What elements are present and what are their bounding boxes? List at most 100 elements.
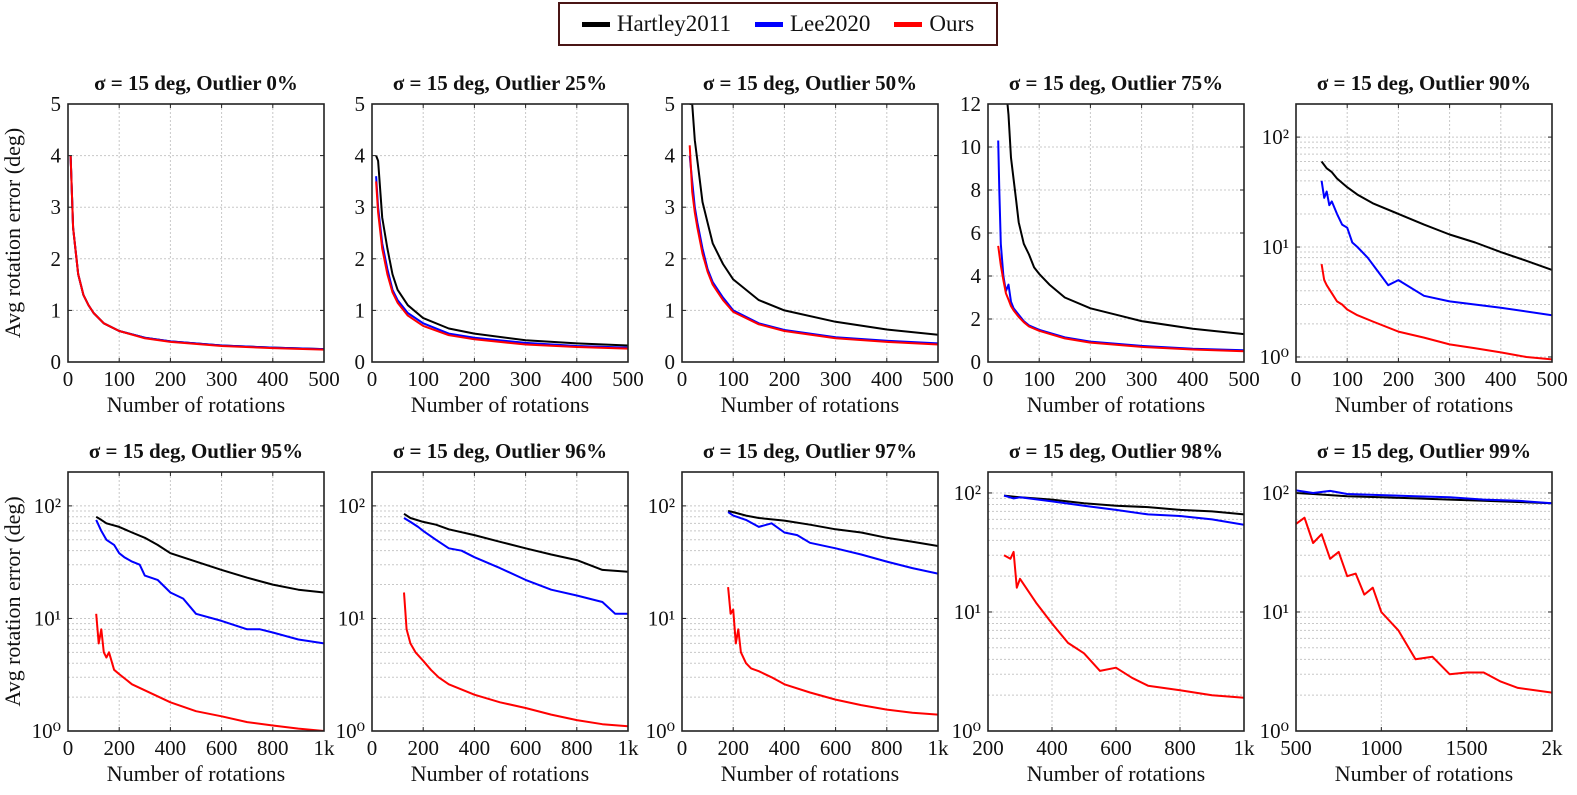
x-tick-label: 800 bbox=[871, 736, 903, 760]
axes-box bbox=[371, 103, 629, 363]
x-tick-label: 200 bbox=[717, 736, 749, 760]
x-tick-label: 1k bbox=[928, 736, 950, 760]
y-tick-label: 1 bbox=[355, 298, 366, 322]
y-tick-label: 0 bbox=[51, 350, 62, 374]
x-tick-label: 400 bbox=[155, 736, 187, 760]
chart-title: σ = 15 deg, Outlier 50% bbox=[703, 71, 917, 95]
x-tick-label: 100 bbox=[1023, 367, 1055, 391]
axes-box bbox=[681, 471, 939, 732]
series-group bbox=[375, 155, 628, 350]
y-tick-label: 10⁰ bbox=[336, 719, 365, 743]
series-group bbox=[997, 104, 1244, 353]
chart-9: 200 400 600 800 1k 10⁰ 10¹ 10² σ = 15 deg, Outli… bbox=[952, 439, 1255, 786]
x-tick-label: 1k bbox=[1234, 736, 1256, 760]
y-tick-label: 3 bbox=[665, 195, 676, 219]
y-tick-label: 10⁰ bbox=[1260, 719, 1289, 743]
series-line-ours bbox=[1003, 550, 1244, 699]
y-tick-label: 8 bbox=[971, 178, 982, 202]
axes-box bbox=[681, 103, 939, 363]
legend-swatch-ours bbox=[894, 21, 923, 27]
series-group bbox=[727, 510, 938, 716]
y-tick-label: 5 bbox=[665, 92, 676, 116]
legend-label-ours: Ours bbox=[929, 11, 975, 36]
series-line-ours bbox=[688, 145, 938, 346]
grid-lines bbox=[1295, 472, 1553, 732]
y-tick-label: 10¹ bbox=[648, 606, 675, 630]
legend-label-hartley2011: Hartley2011 bbox=[616, 11, 731, 36]
x-axis-label: Number of rotations bbox=[1027, 761, 1205, 786]
x-tick-label: 0 bbox=[677, 736, 688, 760]
series-line-hartley2011 bbox=[69, 155, 324, 351]
chart-title: σ = 15 deg, Outlier 75% bbox=[1009, 71, 1223, 95]
series-group bbox=[1296, 489, 1552, 694]
x-tick-label: 500 bbox=[922, 367, 954, 391]
y-axis-label: Avg rotation error (deg) bbox=[0, 128, 25, 338]
x-tick-label: 100 bbox=[407, 367, 439, 391]
x-tick-label: 200 bbox=[459, 367, 491, 391]
series-line-ours bbox=[727, 587, 938, 716]
x-axis-label: Number of rotations bbox=[107, 392, 285, 417]
x-tick-label: 600 bbox=[206, 736, 238, 760]
x-tick-label: 600 bbox=[510, 736, 542, 760]
series-line-lee2020 bbox=[727, 511, 938, 575]
x-tick-label: 1500 bbox=[1446, 736, 1488, 760]
y-tick-label: 5 bbox=[355, 92, 366, 116]
x-tick-label: 300 bbox=[510, 367, 542, 391]
x-tick-label: 200 bbox=[407, 736, 439, 760]
x-axis-label: Number of rotations bbox=[721, 392, 899, 417]
chart-title: σ = 15 deg, Outlier 0% bbox=[94, 71, 298, 95]
series-line-ours bbox=[1320, 263, 1552, 361]
x-axis-label: Number of rotations bbox=[721, 761, 899, 786]
y-tick-label: 4 bbox=[355, 144, 366, 168]
x-tick-label: 300 bbox=[206, 367, 238, 391]
x-axis-label: Number of rotations bbox=[1027, 392, 1205, 417]
x-tick-label: 600 bbox=[820, 736, 852, 760]
y-tick-label: 10² bbox=[1262, 481, 1289, 505]
y-tick-label: 10² bbox=[34, 494, 61, 518]
y-tick-label: 10² bbox=[1262, 125, 1289, 149]
x-tick-label: 300 bbox=[820, 367, 852, 391]
legend-item-lee2020: Lee2020 bbox=[754, 11, 870, 37]
chart-2: 0 100 200 300 400 500 0 1 2 3 4 5 σ = 15 deg, Outlie… bbox=[355, 71, 644, 417]
chart-4: 0 100 200 300 400 500 0 2 4 6 8 10 12 σ = 15 deg, Out… bbox=[960, 71, 1260, 417]
series-line-hartley2011 bbox=[1320, 160, 1552, 271]
x-tick-label: 200 bbox=[103, 736, 135, 760]
y-tick-label: 12 bbox=[960, 92, 981, 116]
grid-lines bbox=[371, 103, 629, 363]
chart-title: σ = 15 deg, Outlier 97% bbox=[703, 439, 917, 463]
y-tick-label: 2 bbox=[51, 247, 62, 271]
y-tick-label: 10⁰ bbox=[952, 719, 981, 743]
x-tick-label: 800 bbox=[1164, 736, 1196, 760]
series-line-hartley2011 bbox=[403, 512, 628, 573]
legend: Hartley2011 Lee2020 Ours bbox=[558, 2, 998, 46]
x-tick-label: 200 bbox=[155, 367, 187, 391]
x-tick-label: 0 bbox=[983, 367, 994, 391]
series-line-lee2020 bbox=[375, 176, 628, 349]
grid-lines bbox=[681, 103, 939, 363]
x-tick-label: 800 bbox=[257, 736, 289, 760]
chart-6: 0 200 400 600 800 1k 10⁰ 10¹ 10² σ = 15 deg, Outl… bbox=[0, 439, 335, 786]
y-tick-label: 3 bbox=[51, 195, 62, 219]
series-line-hartley2011 bbox=[689, 104, 938, 336]
legend-swatch-hartley2011 bbox=[581, 21, 610, 27]
grid-lines bbox=[1295, 103, 1553, 363]
x-tick-label: 600 bbox=[1100, 736, 1132, 760]
series-line-ours bbox=[95, 613, 324, 731]
x-tick-label: 400 bbox=[1036, 736, 1068, 760]
y-tick-label: 10¹ bbox=[338, 606, 365, 630]
y-tick-label: 3 bbox=[355, 195, 366, 219]
y-tick-label: 10² bbox=[954, 481, 981, 505]
x-tick-label: 1k bbox=[618, 736, 640, 760]
x-tick-label: 500 bbox=[1228, 367, 1260, 391]
x-tick-label: 1000 bbox=[1360, 736, 1402, 760]
legend-swatch-lee2020 bbox=[754, 21, 783, 27]
legend-item-ours: Ours bbox=[894, 11, 974, 37]
y-tick-label: 4 bbox=[51, 144, 62, 168]
x-tick-label: 300 bbox=[1434, 367, 1466, 391]
grid-lines bbox=[371, 471, 629, 732]
x-axis-label: Number of rotations bbox=[1335, 761, 1513, 786]
x-tick-label: 0 bbox=[1291, 367, 1302, 391]
series-group bbox=[69, 155, 324, 351]
y-tick-label: 10¹ bbox=[34, 606, 61, 630]
